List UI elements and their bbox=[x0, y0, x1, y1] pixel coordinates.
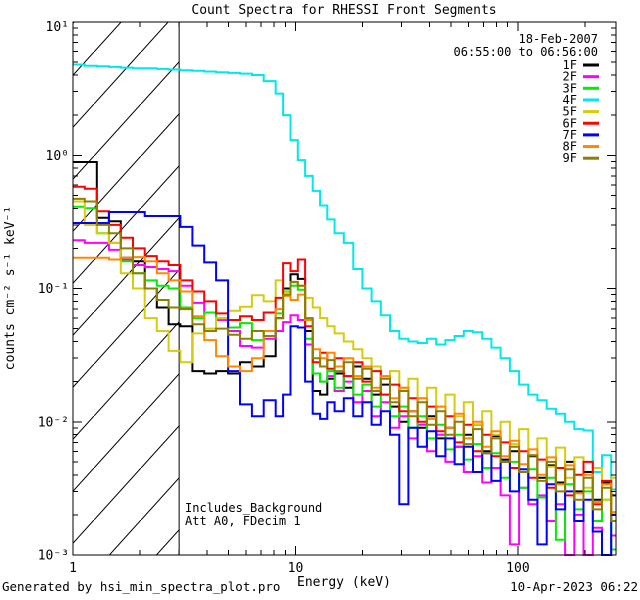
series-7F-line bbox=[73, 211, 616, 556]
legend-label-7F: 7F bbox=[563, 128, 577, 142]
legend-label-5F: 5F bbox=[563, 105, 577, 119]
x-tick-label: 1 bbox=[69, 561, 77, 576]
legend-label-9F: 9F bbox=[563, 151, 577, 165]
legend-label-6F: 6F bbox=[563, 116, 577, 130]
axis-tick-labels: 1 10 100 10¹ 10⁰ 10⁻¹ 10⁻² 10⁻³ bbox=[38, 20, 530, 576]
y-tick-label: 10⁰ bbox=[46, 149, 69, 164]
legend-label-3F: 3F bbox=[563, 81, 577, 95]
y-tick-label: 10¹ bbox=[46, 20, 69, 35]
y-tick-label: 10⁻³ bbox=[38, 549, 69, 564]
series-3F-line bbox=[73, 205, 616, 551]
observation-time-range: 06:55:00 to 06:56:00 bbox=[454, 45, 599, 59]
hatched-low-energy-region bbox=[73, 22, 180, 555]
series-8F-line bbox=[73, 256, 616, 514]
y-axis-label: counts cm⁻² s⁻¹ keV⁻¹ bbox=[3, 206, 18, 370]
x-tick-label: 100 bbox=[506, 561, 529, 576]
legend-label-4F: 4F bbox=[563, 93, 577, 107]
y-tick-label: 10⁻¹ bbox=[38, 282, 69, 297]
generated-timestamp: 10-Apr-2023 06:22 bbox=[510, 579, 638, 594]
spectra-series-lines bbox=[73, 63, 616, 556]
series-4F-line bbox=[73, 63, 616, 491]
x-axis-label: Energy (keV) bbox=[297, 575, 391, 590]
series-9F-line bbox=[73, 197, 616, 522]
generator-credit: Generated by hsi_min_spectra_plot.pro bbox=[2, 579, 280, 594]
x-tick-label: 10 bbox=[288, 561, 304, 576]
background-note: Includes_Background bbox=[185, 501, 322, 515]
legend-label-2F: 2F bbox=[563, 70, 577, 84]
axes-and-ticks bbox=[72, 21, 617, 556]
attenuator-note: Att A0, FDecim 1 bbox=[185, 514, 301, 528]
y-tick-label: 10⁻² bbox=[38, 415, 69, 430]
observation-date: 18-Feb-2007 bbox=[519, 32, 598, 46]
chart-title: Count Spectra for RHESSI Front Segments bbox=[191, 3, 496, 18]
legend-label-8F: 8F bbox=[563, 140, 577, 154]
legend-label-1F: 1F bbox=[563, 58, 577, 72]
